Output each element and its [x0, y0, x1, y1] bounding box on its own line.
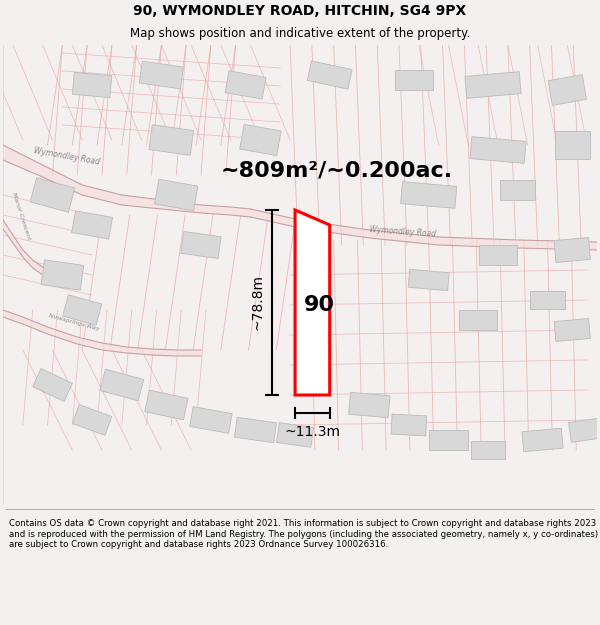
Bar [500, 180, 535, 200]
Text: Contains OS data © Crown copyright and database right 2021. This information is : Contains OS data © Crown copyright and d… [9, 519, 598, 549]
Bar [522, 428, 563, 452]
Text: Wymondley Road: Wymondley Road [33, 146, 100, 167]
Text: Ninesprings Way: Ninesprings Way [47, 314, 100, 332]
Bar [225, 71, 266, 99]
Bar [391, 414, 427, 436]
Bar [395, 70, 433, 90]
Bar [155, 179, 198, 211]
Text: ~809m²/~0.200ac.: ~809m²/~0.200ac. [221, 160, 453, 180]
Bar [479, 245, 517, 265]
Text: Wymondley Road: Wymondley Road [370, 226, 437, 239]
Bar [240, 124, 281, 156]
Bar [470, 137, 526, 163]
Bar [548, 74, 587, 106]
Text: ~78.8m: ~78.8m [250, 274, 265, 331]
Bar [554, 238, 590, 262]
Bar [408, 269, 449, 291]
Bar [349, 392, 390, 418]
Bar [73, 72, 112, 98]
Bar [465, 72, 521, 98]
Bar [181, 231, 221, 259]
Bar [149, 125, 194, 155]
Bar [307, 61, 352, 89]
Polygon shape [3, 145, 251, 217]
Bar [190, 407, 232, 433]
Bar [71, 211, 113, 239]
Text: 90: 90 [304, 295, 335, 315]
Bar [471, 441, 505, 459]
Polygon shape [3, 220, 77, 280]
Polygon shape [295, 210, 330, 395]
Text: 90, WYMONDLEY ROAD, HITCHIN, SG4 9PX: 90, WYMONDLEY ROAD, HITCHIN, SG4 9PX [133, 4, 467, 18]
Bar [30, 177, 75, 212]
Bar [429, 430, 469, 450]
Bar [555, 131, 590, 159]
Bar [62, 295, 102, 325]
Bar [554, 319, 590, 341]
Bar [530, 291, 565, 309]
Polygon shape [251, 209, 597, 250]
Text: Manor Crescent: Manor Crescent [11, 192, 31, 241]
Bar [460, 310, 497, 330]
Bar [401, 182, 457, 208]
Bar [569, 418, 600, 442]
Text: Map shows position and indicative extent of the property.: Map shows position and indicative extent… [130, 28, 470, 40]
Bar [235, 418, 277, 442]
Polygon shape [3, 310, 201, 356]
Text: ~11.3m: ~11.3m [284, 425, 340, 439]
Bar [41, 260, 84, 290]
Bar [139, 61, 184, 89]
Bar [73, 404, 112, 436]
Bar [32, 369, 73, 401]
Bar [277, 422, 314, 447]
Bar [145, 390, 188, 420]
Bar [100, 369, 144, 401]
